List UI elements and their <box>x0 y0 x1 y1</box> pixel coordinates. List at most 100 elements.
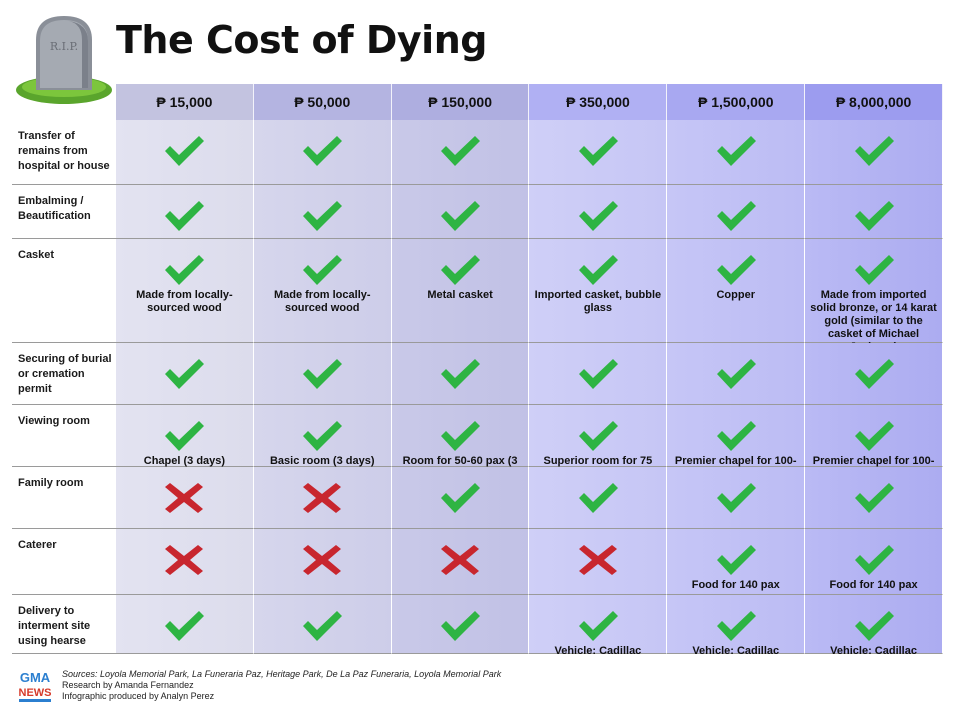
check-icon <box>854 359 894 389</box>
table-cell <box>391 120 530 185</box>
cell-note: Made from locally-sourced wood <box>136 289 233 314</box>
table-cell <box>253 120 392 185</box>
cell-note: Food for 140 pax <box>691 579 780 591</box>
cell-note: Chapel (3 days) <box>143 455 226 467</box>
check-icon <box>854 483 894 513</box>
row-label: Transfer of remains from hospital or hou… <box>12 120 116 185</box>
check-icon <box>303 611 343 641</box>
cell-note: Metal casket <box>427 289 493 301</box>
table-cell: Made from locally-sourced wood <box>116 239 254 343</box>
check-icon <box>165 359 205 389</box>
cross-icon <box>303 483 342 513</box>
check-icon <box>716 359 756 389</box>
row-label: Family room <box>12 467 116 529</box>
footer-credits: Sources: Loyola Memorial Park, La Funera… <box>62 669 501 702</box>
table-cell <box>116 595 254 654</box>
sources-text: Sources: Loyola Memorial Park, La Funera… <box>62 669 502 679</box>
table-cell <box>391 343 530 405</box>
cross-icon <box>165 545 204 575</box>
table-cell <box>391 185 530 239</box>
table-cell <box>253 185 392 239</box>
table-cell: Premier chapel for 100-125 pax (3 days) <box>667 405 806 480</box>
table-cell: Room for 50-60 pax (3 days) <box>391 405 530 480</box>
price-header: ₱ 15,000 <box>116 84 254 120</box>
cross-icon <box>165 483 204 513</box>
check-icon <box>441 421 481 451</box>
check-icon <box>854 255 894 285</box>
check-icon <box>441 483 481 513</box>
check-icon <box>854 136 894 166</box>
check-icon <box>441 611 481 641</box>
table-cell: Premier chapel for 100-125 pax (3 days) <box>805 405 943 480</box>
logo-top-text: GMA <box>20 670 51 685</box>
cross-icon <box>578 545 617 575</box>
table-cell: Copper <box>667 239 806 343</box>
table-cell <box>805 343 943 405</box>
cell-note: Made from locally-sourced wood <box>273 289 371 314</box>
check-icon <box>578 611 618 641</box>
check-icon <box>303 136 343 166</box>
table-cell <box>667 343 806 405</box>
table-cell: Basic room (3 days) <box>253 405 392 467</box>
table-cell <box>391 595 530 654</box>
tombstone-icon: R.I.P. <box>16 16 112 104</box>
check-icon <box>578 136 618 166</box>
check-icon <box>716 545 756 575</box>
table-cell: Imported casket, bubble glass <box>529 239 668 343</box>
check-icon <box>165 201 205 231</box>
cell-note: Imported casket, bubble glass <box>534 289 662 314</box>
check-icon <box>165 255 205 285</box>
table-cell: Vehicle: Cadillac <box>529 595 668 657</box>
page-title: The Cost of Dying <box>116 18 487 62</box>
cell-note: Basic room (3 days) <box>269 455 375 467</box>
table-cell: Chapel (3 days) <box>116 405 254 467</box>
price-header: ₱ 350,000 <box>529 84 668 120</box>
tombstone-text: R.I.P. <box>50 40 78 53</box>
cross-icon <box>303 545 342 575</box>
cell-note: Vehicle: Cadillac <box>692 645 780 657</box>
table-cell <box>529 185 668 239</box>
check-icon <box>578 421 618 451</box>
row-label: Viewing room <box>12 405 116 467</box>
table-cell <box>667 185 806 239</box>
table-cell <box>529 467 668 529</box>
table-cell: Food for 140 pax <box>805 529 943 595</box>
table-cell <box>116 185 254 239</box>
table-cell: Made from imported solid bronze, or 14 k… <box>805 239 943 353</box>
check-icon <box>716 201 756 231</box>
research-credit: Research by Amanda Fernandez <box>62 680 194 690</box>
check-icon <box>165 421 205 451</box>
check-icon <box>441 136 481 166</box>
table-cell <box>667 467 806 529</box>
price-header: ₱ 8,000,000 <box>805 84 943 120</box>
check-icon <box>578 359 618 389</box>
table-cell <box>667 120 806 185</box>
cell-note: Copper <box>716 289 755 301</box>
check-icon <box>716 255 756 285</box>
check-icon <box>578 201 618 231</box>
cross-icon <box>441 545 480 575</box>
table-cell: Metal casket <box>391 239 530 343</box>
logo-bottom-text: NEWS <box>19 687 52 699</box>
table-cell <box>391 529 530 595</box>
table-cell: Superior room for 75 pax (3 days) <box>529 405 668 480</box>
row-label: Embalming / Beautification <box>12 185 116 239</box>
check-icon <box>854 611 894 641</box>
table-cell <box>116 467 254 529</box>
cell-note: Vehicle: Cadillac <box>830 645 917 657</box>
table-cell <box>253 467 392 529</box>
cell-note: Food for 140 pax <box>829 579 918 591</box>
table-cell: Vehicle: Cadillac <box>667 595 806 657</box>
table-cell: Food for 140 pax <box>667 529 806 595</box>
check-icon <box>165 136 205 166</box>
price-header: ₱ 1,500,000 <box>667 84 806 120</box>
table-cell <box>805 185 943 239</box>
row-label: Caterer <box>12 529 116 595</box>
check-icon <box>716 136 756 166</box>
check-icon <box>854 201 894 231</box>
cost-table: ₱ 15,000 ₱ 50,000 ₱ 150,000 ₱ 350,000 ₱ 1,50… <box>12 84 943 657</box>
check-icon <box>716 483 756 513</box>
gma-news-logo: GMA NEWS <box>15 668 55 706</box>
check-icon <box>303 201 343 231</box>
check-icon <box>303 255 343 285</box>
